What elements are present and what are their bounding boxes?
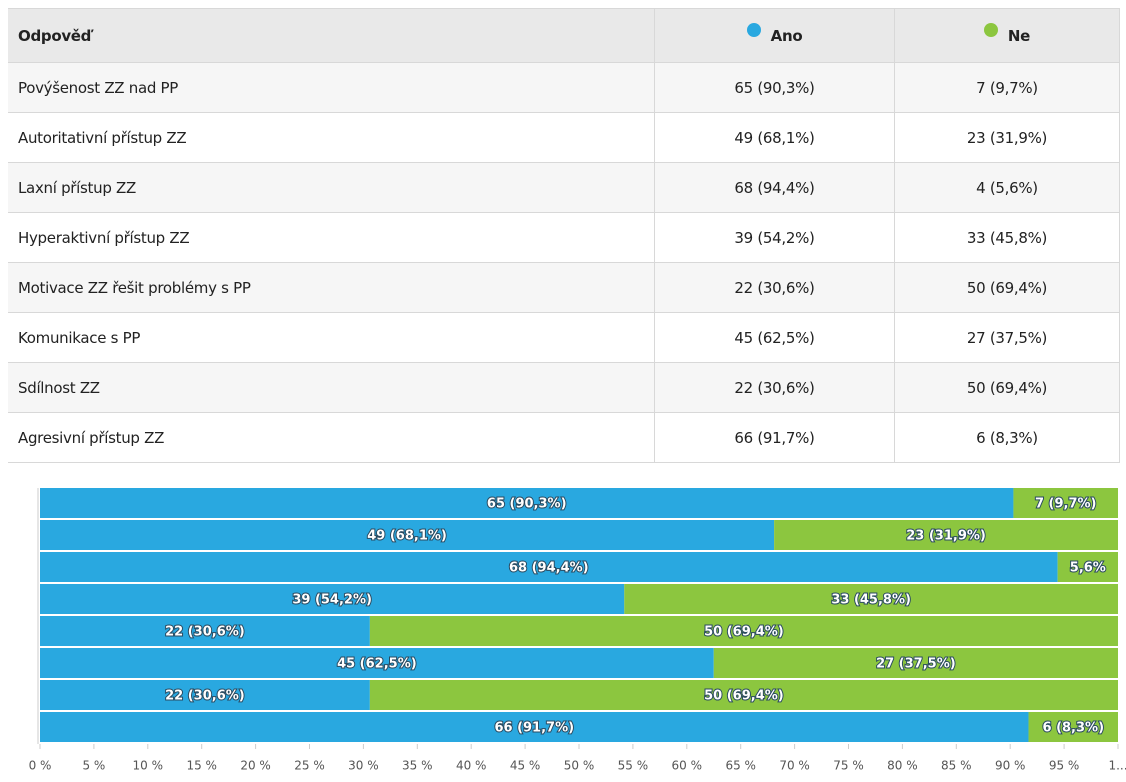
bar-segment (1013, 488, 1118, 518)
bar-segment (369, 680, 1118, 710)
legend-label: Ano (770, 26, 803, 45)
table-cell: 50 (69,4%) (895, 363, 1120, 413)
bar-label: 49 (68,1%) (367, 529, 447, 544)
bar-segment (1057, 552, 1118, 582)
x-tick-label: 50 % (564, 759, 595, 773)
bar-segment (40, 584, 625, 614)
x-tick-label: 70 % (779, 759, 810, 773)
table-cell: 39 (54,2%) (655, 213, 895, 263)
bar-segment (40, 552, 1058, 582)
x-tick-label: 85 % (941, 759, 972, 773)
table-cell: 66 (91,7%) (655, 413, 895, 463)
x-tick-label: 40 % (456, 759, 487, 773)
x-tick-label: 30 % (348, 759, 379, 773)
x-tick-label: 95 % (1049, 759, 1080, 773)
bar-segment (40, 520, 775, 550)
bar-label: 50 (69,4%) (704, 625, 784, 640)
x-tick-label: 55 % (618, 759, 649, 773)
table-cell: 68 (94,4%) (655, 163, 895, 213)
x-tick-label: 15 % (186, 759, 217, 773)
bar-label: 7 (9,7%) (1035, 497, 1097, 512)
bar-segment (40, 488, 1014, 518)
x-tick-label: 1... (1108, 759, 1126, 773)
bar-label: 33 (45,8%) (831, 593, 911, 608)
x-tick-label: 0 % (29, 759, 52, 773)
table-cell: 22 (30,6%) (655, 363, 895, 413)
bar-segment (1028, 712, 1118, 742)
bar-label: 45 (62,5%) (337, 657, 417, 672)
table-cell: 6 (8,3%) (895, 413, 1120, 463)
bar-segment (369, 616, 1118, 646)
bar-label: 27 (37,5%) (876, 657, 956, 672)
x-tick-label: 20 % (240, 759, 271, 773)
x-tick-label: 75 % (833, 759, 864, 773)
x-tick-label: 60 % (672, 759, 703, 773)
x-tick-label: 45 % (510, 759, 541, 773)
bar-label: 22 (30,6%) (165, 689, 245, 704)
bar-segment (624, 584, 1118, 614)
x-tick-label: 25 % (294, 759, 325, 773)
table-cell: 27 (37,5%) (895, 313, 1120, 363)
header-cell: Ne (895, 8, 1120, 63)
bar-segment (40, 680, 370, 710)
legend-dot (983, 22, 998, 37)
table-cell: Laxní přístup ZZ (8, 163, 655, 213)
x-tick-label: 80 % (887, 759, 918, 773)
bar-segment (40, 616, 370, 646)
table-cell: Sdílnost ZZ (8, 363, 655, 413)
bar-label: 22 (30,6%) (165, 625, 245, 640)
table-cell: Hyperaktivní přístup ZZ (8, 213, 655, 263)
x-tick-label: 10 % (133, 759, 164, 773)
table-cell: 65 (90,3%) (655, 63, 895, 113)
table-cell: Povýšenost ZZ nad PP (8, 63, 655, 113)
table-cell: Agresivní přístup ZZ (8, 413, 655, 463)
bar-segment (40, 648, 714, 678)
x-tick-label: 35 % (402, 759, 433, 773)
bar-segment (713, 648, 1118, 678)
bar-label: 23 (31,9%) (906, 529, 986, 544)
table-cell: 45 (62,5%) (655, 313, 895, 363)
header-cell: Ano (655, 8, 895, 63)
bar-label: 39 (54,2%) (292, 593, 372, 608)
legend-dot (746, 22, 761, 37)
bar-label: 68 (94,4%) (509, 561, 589, 576)
chart: 65 (90,3%) 7 (9,7%) 49 (68,1%) 23 (31,9%) 68… (29, 488, 1126, 773)
legend-label: Ne (1007, 26, 1031, 45)
table-cell: 4 (5,6%) (895, 163, 1120, 213)
table-cell: 7 (9,7%) (895, 63, 1120, 113)
bar-label: 50 (69,4%) (704, 689, 784, 704)
table-cell: 23 (31,9%) (895, 113, 1120, 163)
table-cell: Motivace ZZ řešit problémy s PP (8, 263, 655, 313)
bar-segment (774, 520, 1118, 550)
bar-label: 65 (90,3%) (487, 497, 567, 512)
table-cell: Autoritativní přístup ZZ (8, 113, 655, 163)
table-cell: Komunikace s PP (8, 313, 655, 363)
bar-label: 5,6% (1070, 561, 1106, 576)
table-cell: 22 (30,6%) (655, 263, 895, 313)
x-tick-label: 5 % (82, 759, 105, 773)
table-cell: 50 (69,4%) (895, 263, 1120, 313)
header-cell: Odpověď (8, 8, 655, 63)
bar-label: 66 (91,7%) (494, 721, 574, 736)
table-cell: 33 (45,8%) (895, 213, 1120, 263)
x-tick-label: 65 % (725, 759, 756, 773)
x-tick-label: 90 % (995, 759, 1026, 773)
bar-label: 6 (8,3%) (1043, 721, 1105, 736)
bar-segment (40, 712, 1029, 742)
table-cell: 49 (68,1%) (655, 113, 895, 163)
